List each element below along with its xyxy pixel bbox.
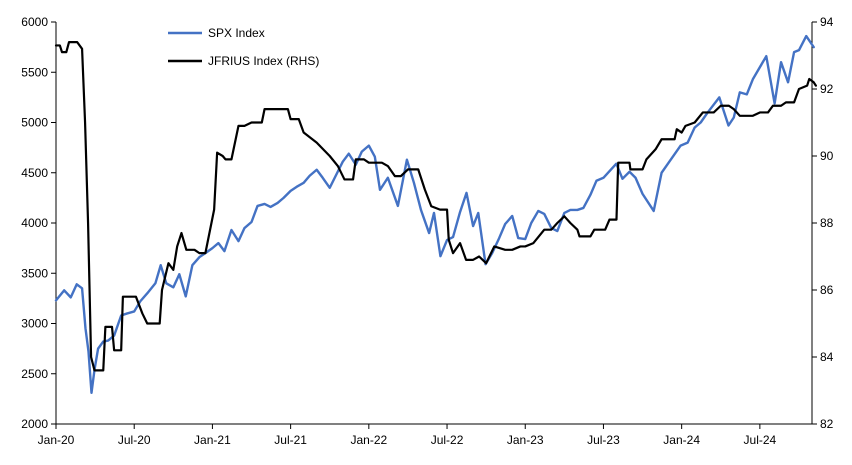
x-tick-label: Jan-23 bbox=[507, 433, 544, 447]
y-right-tick-label: 90 bbox=[820, 149, 834, 163]
x-tick-label: Jul-21 bbox=[274, 433, 307, 447]
plot-area bbox=[56, 22, 812, 424]
legend-label: JFRIUS Index (RHS) bbox=[208, 54, 319, 68]
y-left-tick-label: 6000 bbox=[21, 15, 48, 29]
y-right-tick-label: 82 bbox=[820, 417, 834, 431]
y-left-tick-label: 3500 bbox=[21, 266, 48, 280]
x-tick-label: Jan-24 bbox=[663, 433, 700, 447]
legend: SPX Index JFRIUS Index (RHS) bbox=[168, 26, 319, 68]
y-left-tick-label: 3000 bbox=[21, 317, 48, 331]
y-right-tick-label: 84 bbox=[820, 350, 834, 364]
x-tick-label: Jul-20 bbox=[118, 433, 151, 447]
x-tick-label: Jul-23 bbox=[587, 433, 620, 447]
y-right-tick-label: 94 bbox=[820, 15, 834, 29]
y-left-tick-label: 5500 bbox=[21, 65, 48, 79]
series-line-spx bbox=[54, 34, 815, 395]
y-right-tick-label: 88 bbox=[820, 216, 834, 230]
y-left-tick-label: 4000 bbox=[21, 216, 48, 230]
y-left-tick-label: 5000 bbox=[21, 116, 48, 130]
x-tick-label: Jan-22 bbox=[350, 433, 387, 447]
series-layer bbox=[54, 34, 817, 395]
series-line-jfrius bbox=[54, 41, 817, 372]
legend-label: SPX Index bbox=[208, 26, 265, 40]
x-tick-label: Jul-22 bbox=[431, 433, 464, 447]
x-tick-label: Jan-21 bbox=[194, 433, 231, 447]
y-right-tick-label: 92 bbox=[820, 82, 834, 96]
x-tick-label: Jan-20 bbox=[38, 433, 75, 447]
y-right-tick-label: 86 bbox=[820, 283, 834, 297]
axes: 2000 2500 3000 3500 4000 4500 5000 5500 6000 82 84… bbox=[21, 15, 833, 447]
y-left-tick-label: 2000 bbox=[21, 417, 48, 431]
y-left-tick-label: 2500 bbox=[21, 367, 48, 381]
y-left-tick-label: 4500 bbox=[21, 166, 48, 180]
x-tick-label: Jul-24 bbox=[744, 433, 777, 447]
